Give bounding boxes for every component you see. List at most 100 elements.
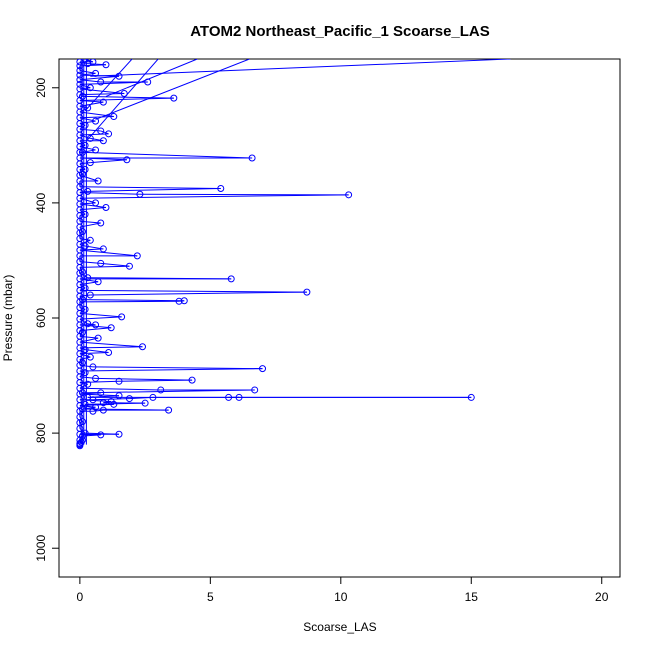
data-point [99,98,107,106]
series-segment [87,59,159,140]
data-point [94,334,102,342]
series-segment [82,149,96,153]
x-tick-label: 20 [595,590,609,604]
series-segment [87,188,221,192]
data-point [102,203,110,211]
x-tick-label: 10 [334,590,348,604]
x-axis-label: Scoarse_LAS [303,620,376,634]
data-point [97,259,105,267]
x-tick-label: 5 [207,590,214,604]
data-point [144,78,152,86]
data-point [76,62,84,70]
series-segment [129,396,153,400]
data-point [345,191,353,199]
series-segment [79,289,307,293]
data-point [81,210,89,218]
series-segment [84,59,133,112]
data-point [115,392,123,400]
series-lines [79,59,511,446]
data-point [86,84,94,92]
data-point [92,374,100,382]
data-point [118,313,126,321]
data-point [94,177,102,185]
data-point [81,141,89,149]
series-segment [82,299,185,302]
y-tick-label: 400 [34,193,48,213]
data-point [84,380,92,388]
data-point [97,127,105,135]
data-point [84,320,92,328]
data-point [81,305,89,313]
data-point [138,343,146,351]
series-segment [90,291,307,296]
plot-area-frame [58,58,621,578]
data-point [102,61,110,69]
data-point [175,297,183,305]
data-point [225,393,233,401]
series-segment [85,349,109,354]
y-tick-label: 1000 [34,535,48,562]
data-point [217,185,225,192]
data-point [165,406,173,414]
series-segment [79,97,174,101]
data-point [89,407,97,415]
data-point [123,156,131,164]
y-axis-label: Pressure (mbar) [1,275,15,362]
series-segment [79,133,109,136]
series-segment [79,249,138,257]
series-segment [79,157,127,161]
data-point [86,134,94,142]
data-point [99,406,107,414]
data-point [86,353,94,361]
y-tick-label: 800 [34,423,48,443]
data-point [76,442,84,450]
data-point [86,236,94,244]
y-axis: 200 400 600 800 1000 [34,77,60,562]
series-segment [79,341,143,348]
series-segment [79,387,161,391]
data-point [81,369,89,377]
series-segment [79,194,349,199]
data-point [86,159,94,167]
series-segment [79,265,130,268]
y-tick-label: 600 [34,308,48,328]
data-point [92,146,100,154]
data-point [76,71,84,79]
data-point [157,386,165,394]
data-point [94,278,102,286]
x-axis: 0 5 10 15 20 [77,576,609,604]
data-point [467,393,475,401]
data-point [84,274,92,282]
series-segment [79,81,148,85]
data-point [76,59,84,66]
data-point [105,130,113,138]
y-tick-label: 200 [34,77,48,97]
series-segment [92,366,263,370]
data-point [115,377,123,385]
data-point [99,245,107,253]
series-segment [100,130,109,135]
series-segment [79,93,125,96]
data-point [188,376,196,384]
data-point [76,76,84,84]
data-point [89,363,97,371]
data-point [97,431,105,439]
data-point [149,393,157,401]
data-point [76,80,84,88]
data-point [84,104,92,112]
series-segment [79,186,221,189]
series-segment [79,300,180,303]
data-point [125,395,133,403]
series-segment [105,59,198,97]
series-segment [79,368,263,372]
series-segment [79,88,125,95]
data-point [115,72,123,80]
series-segment [95,377,193,381]
series-segment [79,116,114,119]
data-point [115,430,123,438]
series-segment [79,352,109,355]
series-segment [92,398,130,401]
data-point [81,242,89,250]
series-segment [139,193,349,196]
